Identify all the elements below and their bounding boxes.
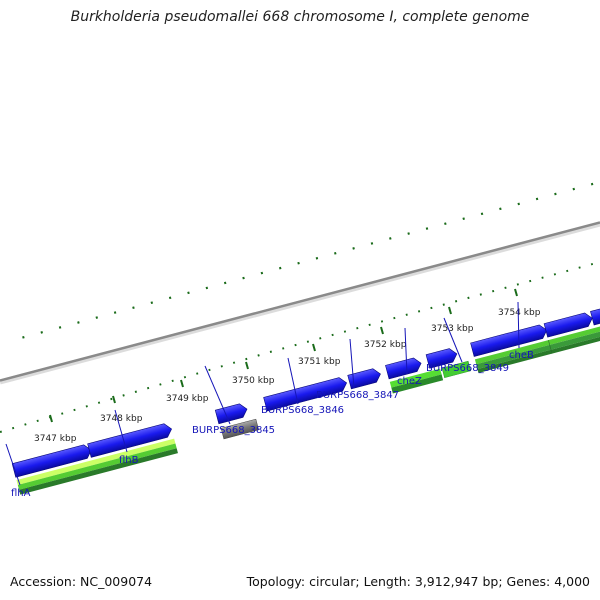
map-title: Burkholderia pseudomallei 668 chromosome…: [70, 9, 530, 25]
gene-labels: flhA flhB BURPS668_3845 BURPS668_3846 BU…: [11, 350, 534, 499]
gene-flhB-arrow: [87, 423, 172, 458]
scale-ticks: [49, 288, 518, 423]
gene-label-flhA: flhA: [11, 488, 31, 499]
gene-burps668-3846-arrow: [263, 377, 348, 412]
cds-bands: [16, 308, 600, 495]
genome-summary-text: Topology: circular; Length: 3,912,947 bp…: [246, 574, 590, 589]
outer-tick-ring: [5, 180, 600, 344]
scale-labels: 3747 kbp 3748 kbp 3749 kbp 3750 kbp 3751…: [34, 308, 541, 444]
gene-label-leaders: [5, 301, 520, 486]
gene-burps668-3849-arrow: [425, 348, 458, 369]
gene-burps668-3845-arrow: [214, 403, 248, 425]
gene-label-burps668-3849: BURPS668_3849: [426, 363, 509, 374]
scale-label-3750: 3750 kbp: [232, 376, 275, 386]
accession-text: Accession: NC_009074: [10, 574, 153, 589]
scale-label-3754: 3754 kbp: [498, 308, 541, 318]
gene-burps668-3847-arrow: [347, 368, 381, 390]
scale-label-3748: 3748 kbp: [100, 414, 143, 424]
inner-tick-ring: [0, 261, 600, 433]
gene-label-burps668-3845: BURPS668_3845: [192, 425, 275, 436]
scale-label-3753: 3753 kbp: [431, 324, 474, 334]
gene-label-chez: cheZ: [397, 376, 422, 387]
scale-label-3751: 3751 kbp: [298, 357, 341, 367]
genes-forward-strand: [11, 295, 600, 478]
scale-label-3752: 3752 kbp: [364, 340, 407, 350]
gene-label-burps668-3847: BURPS668_3847: [316, 390, 399, 401]
gene-label-cheb: cheB: [509, 350, 534, 361]
scale-label-3747: 3747 kbp: [34, 434, 77, 444]
gene-next-arrow-2: [590, 295, 600, 326]
gene-label-flhB: flhB: [119, 455, 139, 466]
gene-chez-arrow: [385, 357, 422, 380]
gene-label-burps668-3846: BURPS668_3846: [261, 405, 344, 416]
gene-next-arrow-1: [543, 312, 593, 338]
genome-backbone: [0, 221, 600, 385]
pseudo-gene-block: [220, 418, 259, 440]
scale-label-3749: 3749 kbp: [166, 394, 209, 404]
gene-cheb-arrow: [470, 324, 548, 357]
gene-flhA-arrow: [11, 444, 92, 478]
